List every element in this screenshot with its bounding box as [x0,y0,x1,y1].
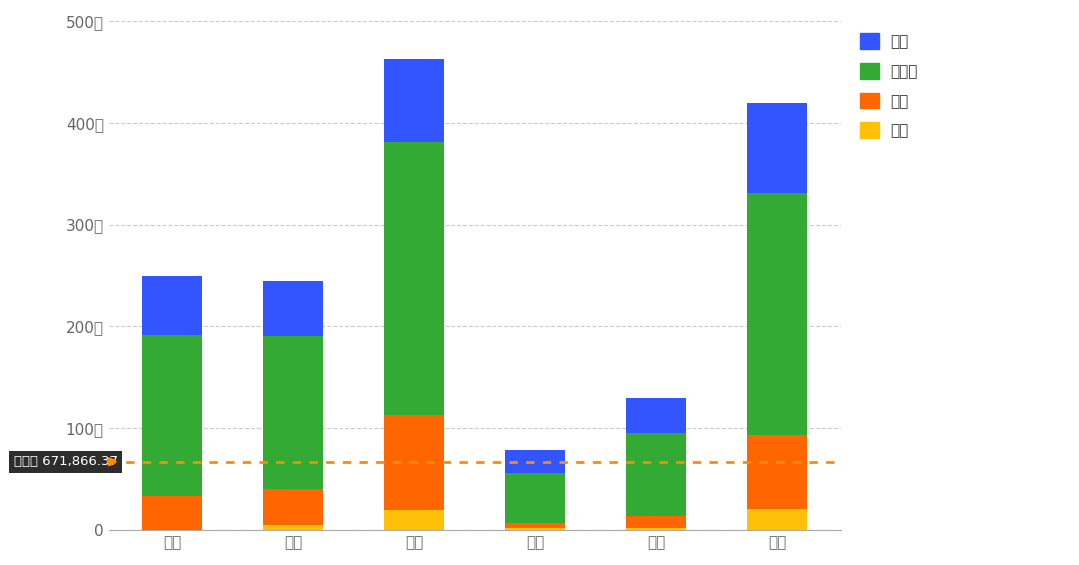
Bar [747,103,807,193]
Bar [142,496,203,529]
Bar [384,510,445,530]
Bar [505,523,565,528]
Text: 平均値 671,866.37: 平均値 671,866.37 [14,455,118,468]
Bar [263,524,324,530]
Bar [505,473,565,523]
Bar [505,528,565,530]
Bar [747,193,807,436]
Legend: 二级, 标准级, 一级, 当日: 二级, 标准级, 一级, 当日 [856,29,923,143]
Bar [263,489,324,524]
Bar [505,450,565,473]
Bar [384,415,445,510]
Bar [384,142,445,415]
Bar [142,276,203,335]
Bar [747,436,807,508]
Bar [747,508,807,530]
Bar [626,398,686,433]
Bar [626,433,686,516]
Bar [263,336,324,489]
Bar [384,59,445,142]
Bar [626,528,686,530]
Bar [263,281,324,336]
Bar [142,335,203,496]
Bar [626,516,686,528]
